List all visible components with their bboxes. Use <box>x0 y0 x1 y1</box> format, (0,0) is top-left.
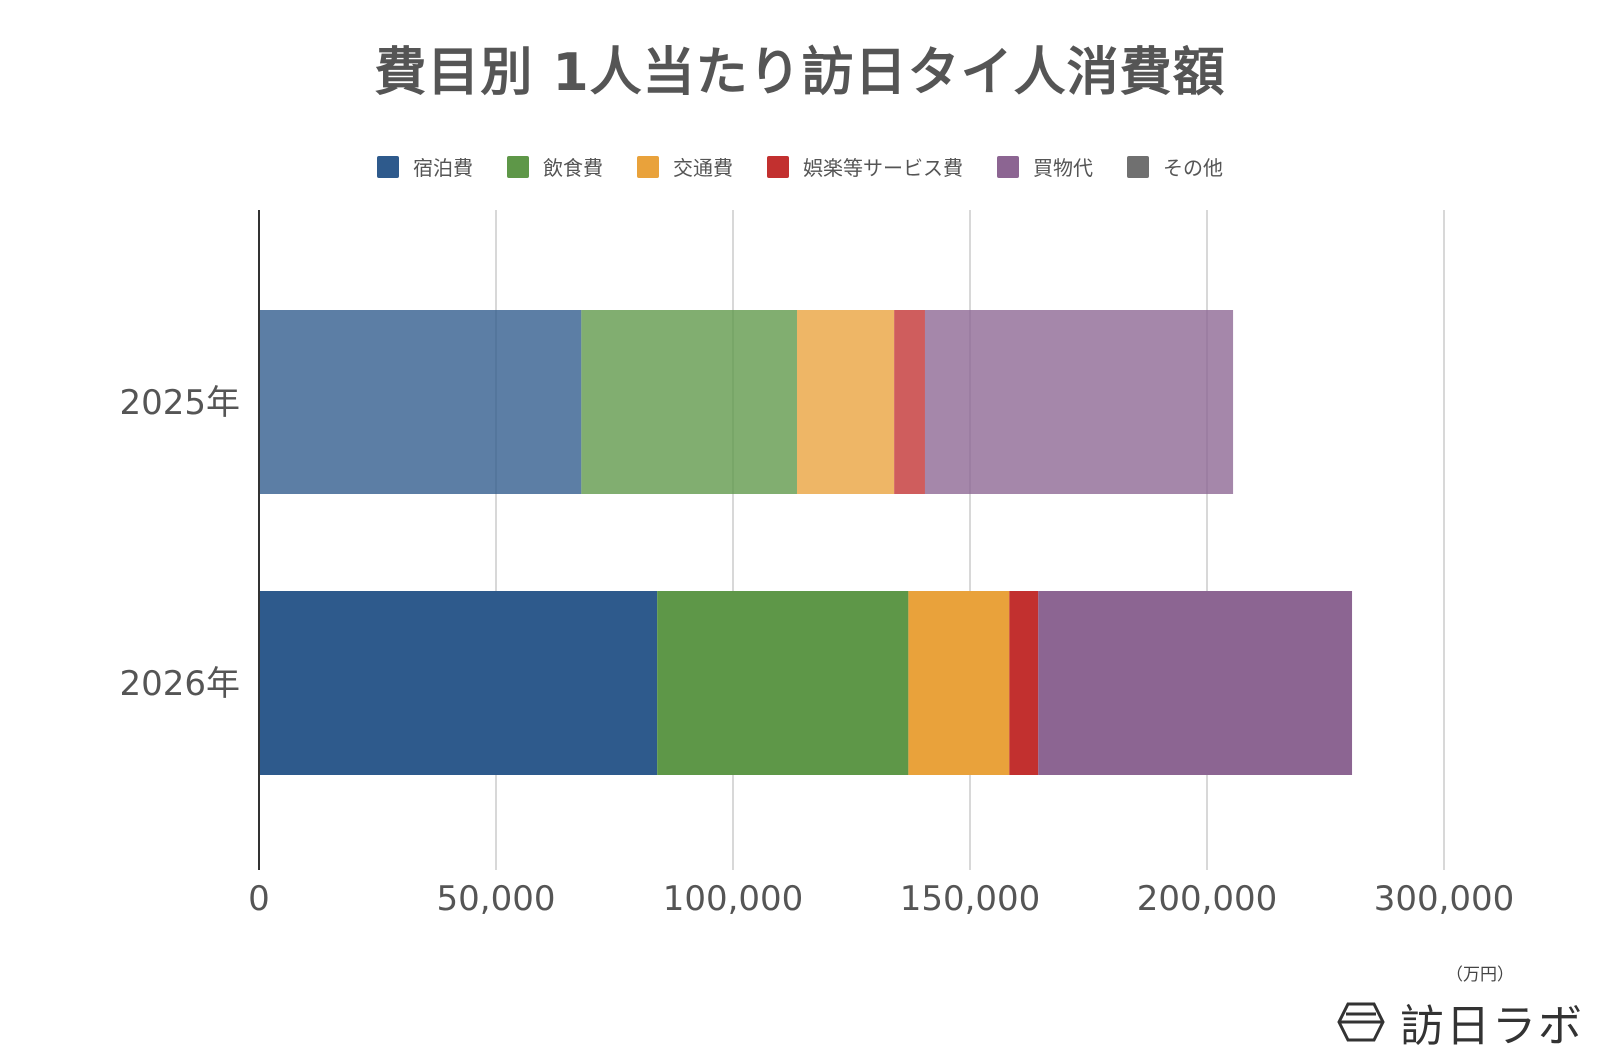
bar-segment <box>796 310 895 494</box>
legend-swatch <box>507 155 529 178</box>
x-tick-label: 150,000 <box>900 879 1041 919</box>
bar-segment <box>581 310 797 494</box>
unit-label: （万円） <box>1446 965 1514 985</box>
y-category-label: 2025年 <box>119 383 240 423</box>
y-category-label: 2026年 <box>119 664 240 704</box>
bar-segment <box>259 310 582 494</box>
x-tick-label: 100,000 <box>663 879 804 919</box>
legend-item: 娯楽等サービス費 <box>767 152 963 181</box>
legend-item: 飲食費 <box>507 152 603 181</box>
x-tick-label: 200,000 <box>1137 879 1278 919</box>
legend-label: 買物代 <box>1033 156 1093 180</box>
brand-logo: 訪日ラボ <box>1336 990 1584 1054</box>
chart-title: 費目別 1人当たり訪日タイ人消費額 <box>374 43 1226 103</box>
x-tick-label: 50,000 <box>437 879 556 919</box>
legend-label: 交通費 <box>673 156 733 180</box>
x-tick-label: 0 <box>248 879 270 919</box>
bar-segment <box>924 310 1234 494</box>
bar-segment <box>1038 591 1353 775</box>
bar-segment <box>657 591 909 775</box>
legend-label: 娯楽等サービス費 <box>803 156 963 180</box>
legend-label: 飲食費 <box>543 156 603 180</box>
legend-swatch <box>377 155 399 178</box>
legend-swatch <box>767 155 789 178</box>
legend-item: 買物代 <box>997 152 1093 181</box>
brand-hexagon-icon <box>1337 1002 1385 1042</box>
legend-item: 宿泊費 <box>377 152 473 181</box>
legend-swatch <box>997 155 1019 178</box>
legend-item: その他 <box>1127 152 1223 181</box>
legend-swatch <box>1127 155 1149 178</box>
bar-segment <box>894 310 925 494</box>
brand-text: 訪日ラボ <box>1400 1001 1584 1052</box>
chart-legend: 宿泊費 飲食費 交通費 娯楽等サービス費 買物代 その他 <box>0 152 1600 181</box>
legend-swatch <box>637 155 659 178</box>
bar-segment <box>259 591 658 775</box>
bar-segment <box>1009 591 1039 775</box>
x-tick-label: 300,000 <box>1374 879 1515 919</box>
legend-item: 交通費 <box>637 152 733 181</box>
legend-label: その他 <box>1163 156 1223 180</box>
legend-label: 宿泊費 <box>413 156 473 180</box>
bar-segment <box>908 591 1010 775</box>
